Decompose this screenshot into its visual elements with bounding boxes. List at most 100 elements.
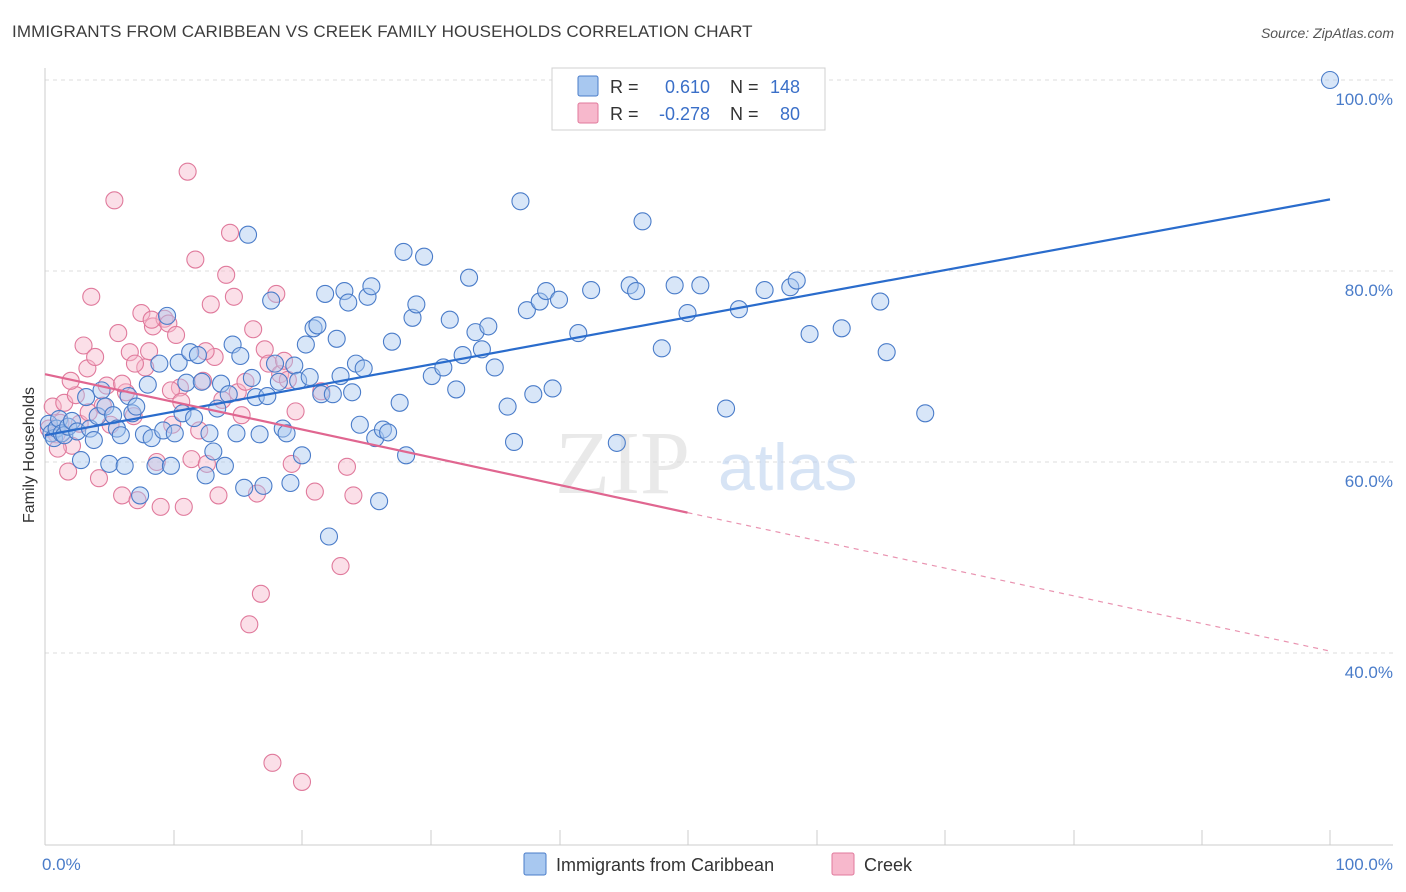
caribbean-point-53: [238, 225, 258, 244]
creek-trend-line-dashed: [687, 512, 1331, 652]
caribbean-point-47: [215, 456, 234, 475]
caribbean-point-51: [231, 346, 250, 366]
legend-n-label-2: N =: [730, 104, 759, 124]
caribbean-point-129: [781, 278, 800, 297]
creek-point-23: [128, 491, 147, 510]
caribbean-point-95: [407, 295, 426, 314]
caribbean-point-130: [787, 271, 806, 290]
caribbean-point-69: [300, 367, 319, 387]
caribbean-point-115: [549, 290, 569, 309]
creek-point-65: [292, 772, 312, 791]
bottom-legend: Immigrants from Caribbean Creek: [523, 852, 913, 876]
grid-lines: [45, 79, 1393, 654]
caribbean-point-128: [755, 281, 774, 300]
caribbean-point-114: [543, 379, 562, 398]
caribbean-point-74: [319, 527, 339, 546]
caribbean-point-11: [77, 388, 96, 407]
caribbean-point-120: [627, 282, 646, 301]
legend-n-value-2: 80: [780, 104, 800, 124]
creek-point-42: [201, 295, 220, 314]
creek-point-29: [151, 497, 170, 516]
caribbean-point-35: [169, 353, 188, 372]
caribbean-point-133: [871, 292, 890, 311]
caribbean-point-63: [277, 424, 296, 443]
caribbean-point-10: [71, 451, 91, 470]
caribbean-point-131: [800, 324, 819, 344]
caribbean-point-78: [335, 282, 354, 301]
creek-point-9: [74, 336, 93, 355]
top-legend: R = 0.610 N = 148 R = -0.278 N = 80: [551, 67, 826, 131]
caribbean-point-32: [158, 306, 177, 325]
caribbean-point-42: [196, 466, 215, 485]
bottom-legend-label-creek: Creek: [864, 855, 913, 875]
creek-point-13: [89, 469, 109, 488]
caribbean-point-75: [323, 385, 342, 404]
legend-r-value-1: 0.610: [665, 77, 710, 97]
caribbean-point-88: [373, 420, 393, 439]
caribbean-point-21: [115, 456, 134, 475]
creek-point-56: [255, 340, 274, 359]
caribbean-point-80: [343, 383, 362, 402]
caribbean-point-83: [354, 359, 373, 378]
watermark-atlas: atlas: [718, 430, 857, 504]
creek-point-18: [109, 324, 128, 343]
trend-lines: [44, 198, 1331, 652]
caribbean-point-123: [665, 276, 684, 295]
y-tick-labels: 40.0% 60.0% 80.0% 100.0%: [1335, 90, 1393, 682]
creek-point-11: [82, 287, 101, 306]
caribbean-point-87: [370, 492, 389, 511]
y-tick-label-3: 100.0%: [1335, 90, 1393, 109]
caribbean-point-65: [285, 356, 304, 375]
x-tick-label-1: 100.0%: [1335, 855, 1393, 874]
creek-point-44: [209, 486, 228, 505]
caribbean-point-30: [150, 354, 169, 373]
caribbean-point-41: [192, 372, 211, 391]
creek-point-77: [161, 381, 180, 400]
creek-point-66: [305, 482, 324, 501]
x-tick-label-0: 0.0%: [42, 855, 81, 874]
source-label: Source: ZipAtlas.com: [1260, 25, 1394, 41]
creek-point-76: [142, 310, 161, 329]
legend-swatch-caribbean: [577, 75, 599, 97]
y-tick-label-2: 80.0%: [1345, 281, 1393, 300]
caribbean-point-113: [537, 282, 556, 301]
legend-swatch-creek: [577, 102, 599, 124]
caribbean-point-118: [607, 433, 626, 452]
caribbean-trend-line: [44, 198, 1331, 437]
caribbean-point-112: [530, 292, 549, 311]
caribbean-point-106: [485, 358, 504, 377]
legend-r-value-2: -0.278: [659, 104, 710, 124]
bottom-legend-label-caribbean: Immigrants from Caribbean: [556, 855, 774, 875]
caribbean-point-85: [362, 277, 381, 296]
creek-point-48: [224, 287, 243, 306]
caribbean-point-57: [254, 476, 273, 495]
caribbean-point-91: [390, 393, 409, 412]
caribbean-point-126: [716, 399, 736, 418]
legend-n-value-1: 148: [770, 77, 800, 97]
caribbean-point-109: [511, 192, 530, 211]
watermark: ZIP atlas: [555, 414, 857, 513]
creek-point-26: [140, 342, 159, 361]
caribbean-point-56: [250, 425, 269, 444]
caribbean-point-73: [316, 284, 335, 303]
creek-point-33: [167, 325, 186, 345]
caribbean-point-135: [916, 404, 935, 423]
y-tick-label-1: 60.0%: [1345, 472, 1393, 491]
caribbean-point-68: [296, 335, 315, 354]
creek-point-24: [132, 303, 151, 323]
caribbean-point-89: [379, 423, 398, 442]
creek-point-36: [178, 162, 197, 181]
caribbean-point-111: [524, 385, 543, 404]
x-tick-labels: 0.0% 100.0%: [42, 855, 1393, 874]
caribbean-point-107: [498, 397, 517, 416]
caribbean-point-101: [453, 345, 472, 365]
creek-point-35: [174, 497, 193, 516]
creek-point-6: [62, 436, 82, 455]
caribbean-point-96: [415, 247, 434, 266]
creek-point-5: [59, 462, 78, 481]
caribbean-point-13: [84, 430, 103, 450]
caribbean-points: [39, 70, 1340, 546]
caribbean-point-44: [204, 442, 223, 461]
caribbean-point-29: [146, 456, 165, 475]
creek-point-19: [113, 486, 132, 505]
